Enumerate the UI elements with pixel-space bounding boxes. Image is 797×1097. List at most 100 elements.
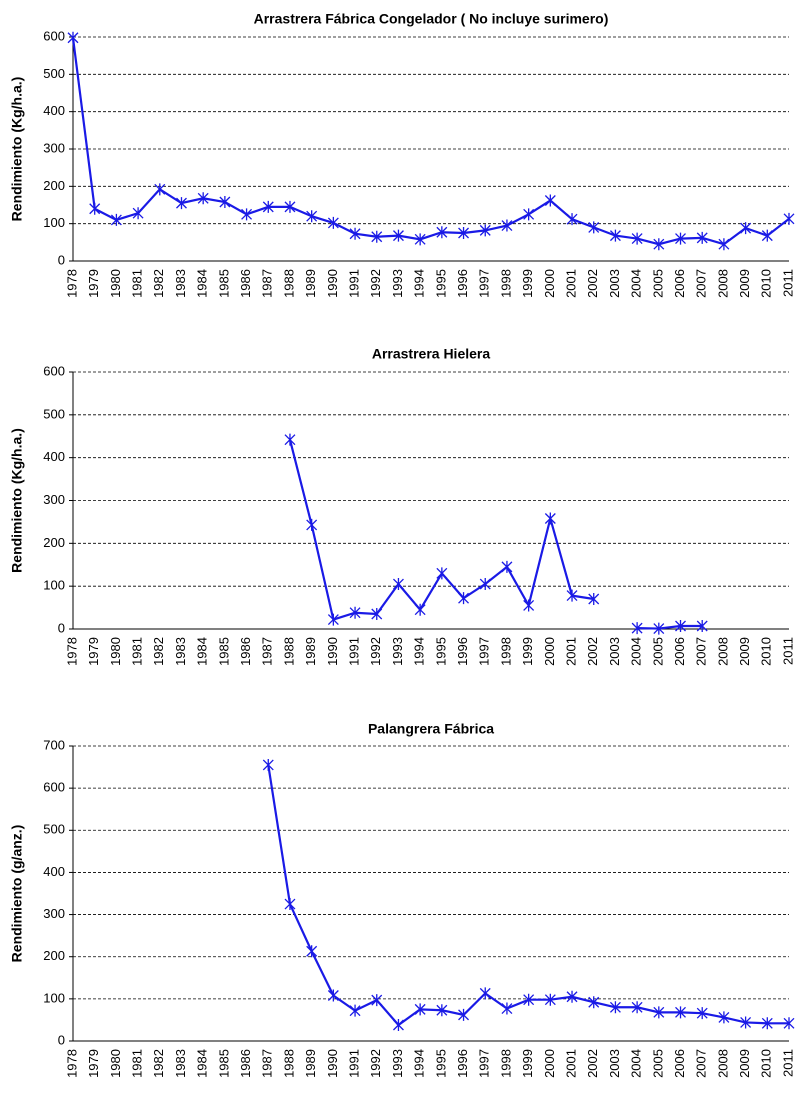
data-point <box>262 758 274 771</box>
data-point <box>566 213 578 226</box>
chart-title: Arrastrera Hielera <box>372 346 491 362</box>
x-tick-label: 1991 <box>346 269 361 298</box>
x-tick-label: 2011 <box>780 1049 795 1077</box>
y-tick-label: 700 <box>43 737 65 752</box>
data-point <box>566 990 578 1003</box>
y-tick-label: 500 <box>43 822 65 837</box>
data-point <box>631 232 643 245</box>
x-tick-label: 1983 <box>173 1049 188 1078</box>
x-tick-label: 1981 <box>130 637 145 666</box>
data-point <box>761 1017 773 1030</box>
x-tick-label: 2003 <box>607 1049 622 1078</box>
data-point <box>284 898 296 911</box>
x-tick-label: 1980 <box>108 269 123 298</box>
x-tick-label: 1985 <box>216 637 231 666</box>
x-tick-label: 1988 <box>281 269 296 298</box>
x-tick-label: 1982 <box>151 269 166 298</box>
x-tick-label: 1997 <box>477 269 492 298</box>
y-tick-label: 500 <box>43 406 65 421</box>
data-point <box>458 592 470 605</box>
x-tick-label: 1980 <box>108 637 123 666</box>
data-point <box>696 231 708 244</box>
x-tick-label: 1980 <box>108 1049 123 1078</box>
y-tick-label: 200 <box>43 178 65 193</box>
y-tick-label: 100 <box>43 990 65 1005</box>
data-point <box>501 219 513 232</box>
data-point <box>110 213 122 226</box>
y-tick-label: 100 <box>43 578 65 593</box>
data-point <box>783 212 795 225</box>
x-tick-label: 1990 <box>325 637 340 666</box>
data-point <box>241 208 253 221</box>
data-point <box>371 608 383 621</box>
x-tick-label: 1986 <box>238 637 253 666</box>
y-tick-label: 300 <box>43 906 65 921</box>
data-point <box>718 1011 730 1024</box>
y-axis-label: Rendimiento (Kg/h.a.) <box>9 77 25 222</box>
y-tick-label: 300 <box>43 140 65 155</box>
x-tick-label: 1991 <box>346 1049 361 1078</box>
x-tick-label: 1994 <box>412 1049 427 1078</box>
y-tick-label: 600 <box>43 28 65 43</box>
x-tick-label: 2010 <box>759 637 774 666</box>
x-tick-label: 2001 <box>563 1049 578 1078</box>
data-point <box>588 996 600 1009</box>
data-point <box>696 620 708 633</box>
x-tick-label: 1985 <box>216 1049 231 1078</box>
x-tick-label: 1981 <box>130 269 145 298</box>
x-tick-label: 1992 <box>368 269 383 298</box>
data-point <box>436 226 448 239</box>
x-tick-label: 1989 <box>303 1049 318 1078</box>
x-tick-label: 1981 <box>130 1049 145 1078</box>
data-point <box>609 1001 621 1014</box>
data-point <box>306 210 318 223</box>
data-point <box>392 578 404 591</box>
data-point <box>523 993 535 1006</box>
x-tick-label: 2006 <box>672 269 687 298</box>
data-point <box>349 606 361 619</box>
data-point <box>653 1006 665 1019</box>
x-tick-label: 2001 <box>563 269 578 298</box>
data-point <box>414 603 426 616</box>
data-line <box>267 764 789 1027</box>
data-point <box>523 599 535 612</box>
data-point <box>588 221 600 234</box>
data-point <box>566 589 578 602</box>
data-line <box>71 37 790 246</box>
data-point <box>176 197 187 210</box>
x-tick-label: 1984 <box>195 1049 210 1078</box>
data-point <box>696 1007 708 1020</box>
y-tick-label: 200 <box>43 535 65 550</box>
data-point <box>501 560 513 573</box>
x-tick-label: 2007 <box>694 1049 709 1078</box>
x-tick-label: 1996 <box>455 1049 470 1078</box>
data-point <box>609 229 621 242</box>
x-tick-label: 1989 <box>303 269 318 298</box>
x-tick-label: 1995 <box>433 637 448 666</box>
x-tick-label: 1983 <box>173 637 188 666</box>
data-point <box>479 224 491 237</box>
x-tick-label: 2011 <box>780 269 795 297</box>
x-tick-label: 1979 <box>86 637 101 666</box>
y-axis-label: Rendimiento (Kg/h.a.) <box>9 428 25 573</box>
x-tick-label: 1998 <box>498 269 513 298</box>
x-tick-label: 1988 <box>281 1049 296 1078</box>
data-point <box>740 1016 752 1029</box>
x-tick-label: 1983 <box>173 269 188 298</box>
x-tick-label: 2002 <box>585 1049 600 1078</box>
x-tick-label: 2005 <box>650 1049 665 1078</box>
data-point <box>436 567 448 580</box>
x-tick-label: 2002 <box>585 269 600 298</box>
x-tick-label: 1987 <box>260 637 275 666</box>
x-tick-label: 1985 <box>216 269 231 298</box>
data-point <box>132 207 144 220</box>
data-point <box>371 994 383 1007</box>
x-tick-label: 2002 <box>585 637 600 666</box>
y-tick-label: 0 <box>58 1032 65 1047</box>
y-tick-label: 600 <box>43 780 65 795</box>
chart-title: Arrastrera Fábrica Congelador ( No inclu… <box>254 11 609 27</box>
data-point <box>544 194 556 207</box>
x-tick-label: 2005 <box>650 637 665 666</box>
data-point <box>306 518 318 531</box>
data-point <box>544 993 556 1006</box>
